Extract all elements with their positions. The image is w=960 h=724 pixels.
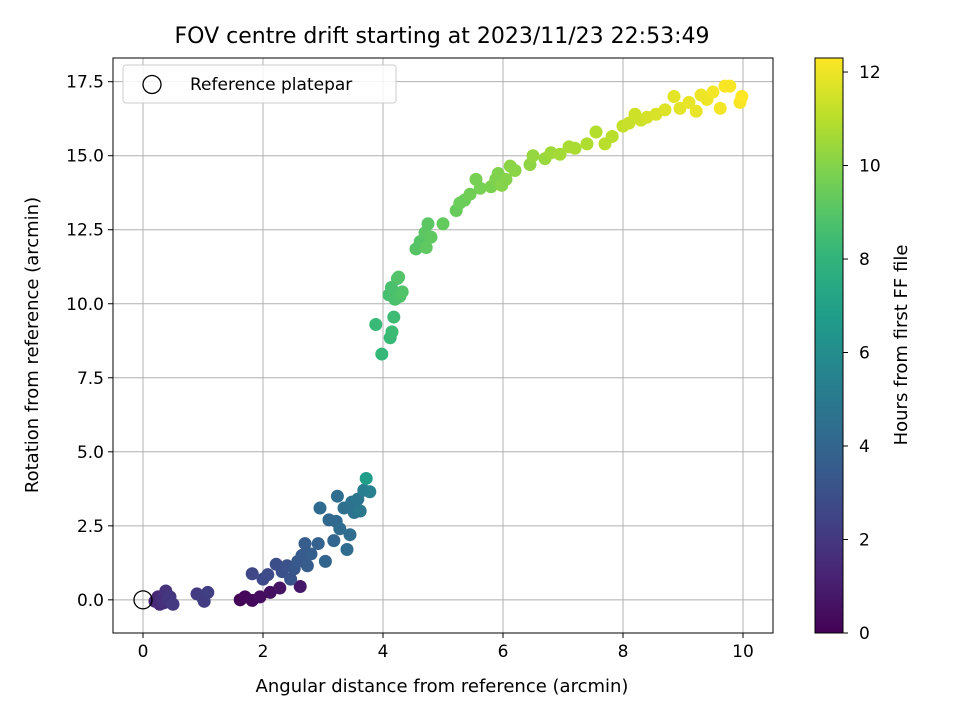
data-point: [166, 597, 180, 611]
plot-frame: [112, 57, 774, 634]
data-point: [723, 79, 737, 93]
data-point: [375, 347, 389, 361]
x-tick-label: 10: [732, 642, 754, 662]
data-point: [463, 187, 477, 201]
grid-lines: [113, 58, 773, 633]
y-tick-label: 15.0: [66, 147, 104, 167]
colorbar-tick-label: 8: [859, 250, 870, 270]
data-point: [343, 528, 357, 542]
data-point: [313, 501, 327, 515]
data-point: [284, 572, 298, 586]
data-point: [363, 485, 377, 499]
x-tick-label: 4: [378, 642, 389, 662]
legend-label-reference-platepar: Reference platepar: [190, 75, 352, 95]
colorbar: 0 2 4 6 8 10 12: [814, 57, 881, 644]
colorbar-title: Hours from first FF file: [891, 245, 912, 446]
data-point: [369, 317, 383, 331]
chart-title: FOV centre drift starting at 2023/11/23 …: [175, 24, 710, 49]
data-points: [133, 79, 749, 611]
data-point: [392, 270, 406, 284]
data-point: [359, 471, 373, 485]
data-point: [298, 537, 312, 551]
colorbar-tick-label: 10: [859, 157, 881, 177]
data-point: [499, 172, 513, 186]
colorbar-tick-label: 6: [859, 344, 870, 364]
data-point: [508, 164, 522, 178]
data-point: [735, 89, 749, 103]
legend-box: [122, 64, 397, 104]
data-point: [713, 101, 727, 115]
y-tick-label: 0.0: [77, 591, 104, 611]
legend-marker-reference-icon: [142, 74, 162, 95]
x-tick-label: 8: [618, 642, 629, 662]
data-point: [395, 285, 409, 299]
data-point: [293, 580, 307, 594]
data-point: [419, 240, 433, 254]
x-tick-label: 0: [138, 642, 149, 662]
data-point: [421, 217, 435, 231]
data-point: [568, 141, 582, 155]
y-tick-label: 2.5: [77, 517, 104, 537]
colorbar-tick-label: 12: [859, 63, 881, 83]
y-tick-label: 17.5: [66, 73, 104, 93]
data-point: [589, 125, 603, 139]
data-point: [340, 543, 354, 557]
data-point: [473, 181, 487, 195]
data-point: [580, 137, 594, 151]
data-point: [311, 537, 325, 551]
data-point: [605, 129, 619, 143]
data-point: [300, 559, 314, 573]
axes: 0 2 4 6 8 10 0.0 2.5 5.0 7.5 10.0 12.5 15.0 17.5: [66, 57, 774, 662]
data-point: [304, 547, 318, 561]
y-tick-label: 10.0: [66, 295, 104, 315]
reference-platepar-marker: [133, 590, 153, 610]
data-point: [353, 504, 367, 518]
y-axis-title: Rotation from reference (arcmin): [22, 197, 43, 493]
data-point: [253, 590, 267, 604]
data-point: [436, 217, 450, 231]
data-point: [385, 325, 399, 339]
data-point: [706, 85, 720, 99]
data-point: [526, 149, 540, 163]
data-point: [387, 310, 401, 324]
data-point: [201, 585, 215, 599]
x-tick-label: 2: [258, 642, 269, 662]
data-point: [327, 534, 341, 548]
colorbar-tick-label: 0: [859, 624, 870, 644]
data-point: [553, 147, 567, 161]
y-tick-label: 7.5: [77, 369, 104, 389]
legend: Reference platepar: [122, 64, 397, 104]
colorbar-bar: [814, 57, 844, 634]
data-point: [245, 567, 259, 581]
data-point: [273, 581, 287, 595]
x-axis-title: Angular distance from reference (arcmin): [256, 676, 629, 697]
colorbar-tick-label: 2: [859, 531, 870, 551]
data-point: [689, 104, 703, 118]
data-point: [333, 522, 347, 536]
y-tick-label: 5.0: [77, 443, 104, 463]
x-tick-label: 6: [498, 642, 509, 662]
data-point: [330, 489, 344, 503]
colorbar-tick-label: 4: [859, 437, 870, 457]
data-point: [658, 103, 672, 117]
data-point: [682, 95, 696, 109]
data-point: [261, 568, 275, 582]
data-point: [318, 554, 332, 568]
data-point: [667, 89, 681, 103]
data-point: [424, 230, 438, 244]
y-tick-label: 12.5: [66, 221, 104, 241]
